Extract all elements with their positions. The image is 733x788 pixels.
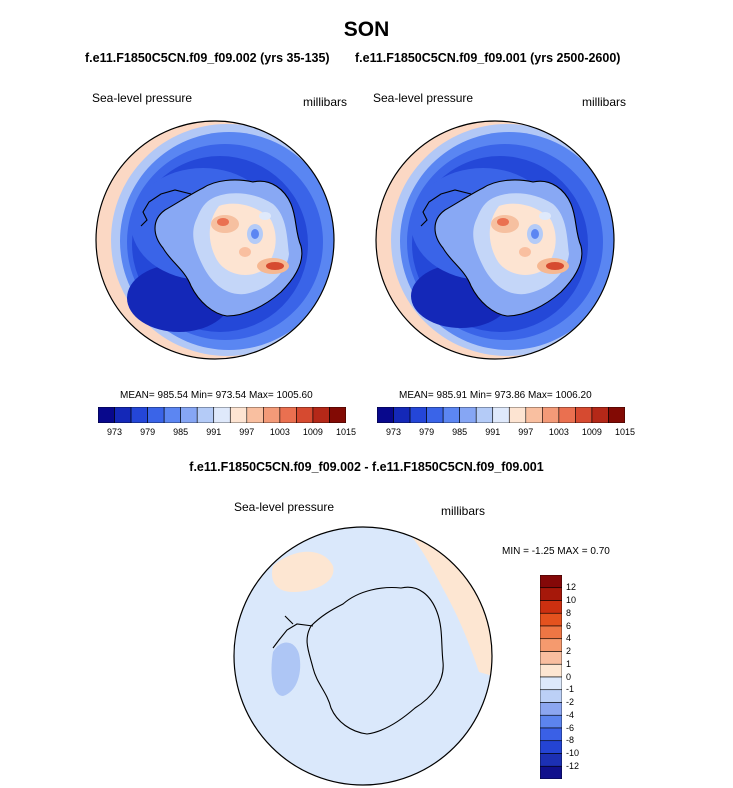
colorbar-tick-label: 973 [107,427,123,437]
colorbar-cell [475,407,494,423]
colorbar-tick-label: 12 [566,582,577,593]
colorbar-tick-label: -1 [566,684,575,695]
colorbar-tick-label: 1015 [614,427,636,437]
colorbar-tick-label: 1009 [302,427,323,437]
colorbar-cell [608,407,625,423]
colorbar-tick-label: 1003 [269,427,290,437]
left-field-label: Sea-level pressure [92,91,193,105]
colorbar-tick-label: -4 [566,709,575,720]
colorbar-cell [263,407,281,423]
colorbar-cell [426,407,444,423]
colorbar-cell [98,407,115,423]
colorbar-tick-label: 991 [485,427,501,437]
colorbar-tick-label: -10 [566,748,580,758]
colorbar-tick-label: 6 [566,620,572,631]
colorbar-right [377,407,625,423]
colorbar-cell [540,765,562,779]
colorbar-cell [213,407,231,423]
colorbar-tick-label: -2 [566,697,575,707]
colorbar-left [98,407,346,423]
map-left [95,120,335,360]
colorbar-tick-label: 985 [452,427,468,437]
colorbar-cell [540,600,562,614]
colorbar-cell [312,407,330,423]
colorbar-left-labels: 973 979 985 991 997 1003 1009 1015 [98,427,356,439]
colorbar-cell [540,625,562,640]
colorbar-cell [393,407,411,423]
colorbar-tick-label: 991 [206,427,222,437]
colorbar-tick-label: -6 [566,722,575,733]
colorbar-tick-label: 1003 [548,427,569,437]
diff-stats: MIN = -1.25 MAX = 0.70 [502,546,610,557]
colorbar-cell [147,407,165,423]
colorbar-tick-label: 4 [566,633,572,644]
colorbar-difference [540,575,562,779]
colorbar-tick-label: 997 [518,427,534,437]
colorbar-cell [525,407,543,423]
colorbar-cell [540,575,562,589]
colorbar-cell [163,407,181,423]
colorbar-cell [246,407,264,423]
colorbar-tick-label: 10 [566,595,577,605]
colorbar-cell [196,407,215,423]
colorbar-cell [409,407,427,423]
map-difference [233,526,493,786]
difference-title: f.e11.F1850C5CN.f09_f09.002 - f.e11.F185… [189,460,544,474]
colorbar-cell [540,638,562,652]
right-stats: MEAN= 985.91 Min= 973.86 Max= 1006.20 [399,390,592,401]
colorbar-cell [591,407,609,423]
colorbar-tick-label: 997 [239,427,255,437]
colorbar-tick-label: 1 [566,658,572,669]
colorbar-difference-labels: -12 -10 -8 -6 -4 -2 -1 0 1 2 4 6 8 10 12 [566,575,596,779]
right-field-label: Sea-level pressure [373,91,474,105]
colorbar-tick-label: 985 [173,427,189,437]
colorbar-cell [114,407,132,423]
diff-units-label: millibars [441,504,486,518]
colorbar-cell [540,651,562,665]
colorbar-cell [229,407,248,423]
colorbar-tick-label: 0 [566,671,572,682]
colorbar-cell [279,407,297,423]
colorbar-cell [575,407,593,423]
colorbar-tick-label: 979 [419,427,435,437]
colorbar-tick-label: -8 [566,735,575,746]
colorbar-tick-label: 1015 [335,427,357,437]
colorbar-cell [540,740,562,754]
colorbar-cell [492,407,510,423]
colorbar-cell [540,702,562,716]
right-units-label: millibars [582,95,627,109]
map-right [375,120,615,360]
colorbar-cell [296,407,314,423]
colorbar-right-labels: 973 979 985 991 997 1003 1009 1015 [377,427,635,439]
diff-field-label: Sea-level pressure [234,500,335,514]
colorbar-cell [180,407,198,423]
colorbar-tick-label: 8 [566,607,572,618]
colorbar-cell [540,727,562,742]
colorbar-cell [329,407,346,423]
colorbar-tick-label: 1009 [581,427,602,437]
colorbar-cell [540,714,562,729]
left-stats: MEAN= 985.54 Min= 973.54 Max= 1005.60 [120,390,313,401]
colorbar-cell [130,407,148,423]
colorbar-tick-label: -12 [566,760,580,771]
figure-title: SON [343,18,390,41]
colorbar-cell [377,407,394,423]
colorbar-cell [540,587,562,601]
colorbar-cell [540,663,562,678]
case-title-left: f.e11.F1850C5CN.f09_f09.002 (yrs 35-135) [85,51,330,65]
colorbar-tick-label: 2 [566,646,572,656]
left-units-label: millibars [303,95,348,109]
colorbar-cell [459,407,477,423]
colorbar-cell [508,407,527,423]
colorbar-cell [558,407,576,423]
colorbar-cell [442,407,460,423]
case-title-right: f.e11.F1850C5CN.f09_f09.001 (yrs 2500-26… [355,51,621,65]
colorbar-cell [540,753,562,767]
colorbar-tick-label: 979 [140,427,156,437]
colorbar-cell [540,689,562,703]
colorbar-cell [542,407,560,423]
colorbar-tick-label: 973 [386,427,402,437]
colorbar-cell [540,676,562,691]
colorbar-cell [540,612,562,627]
